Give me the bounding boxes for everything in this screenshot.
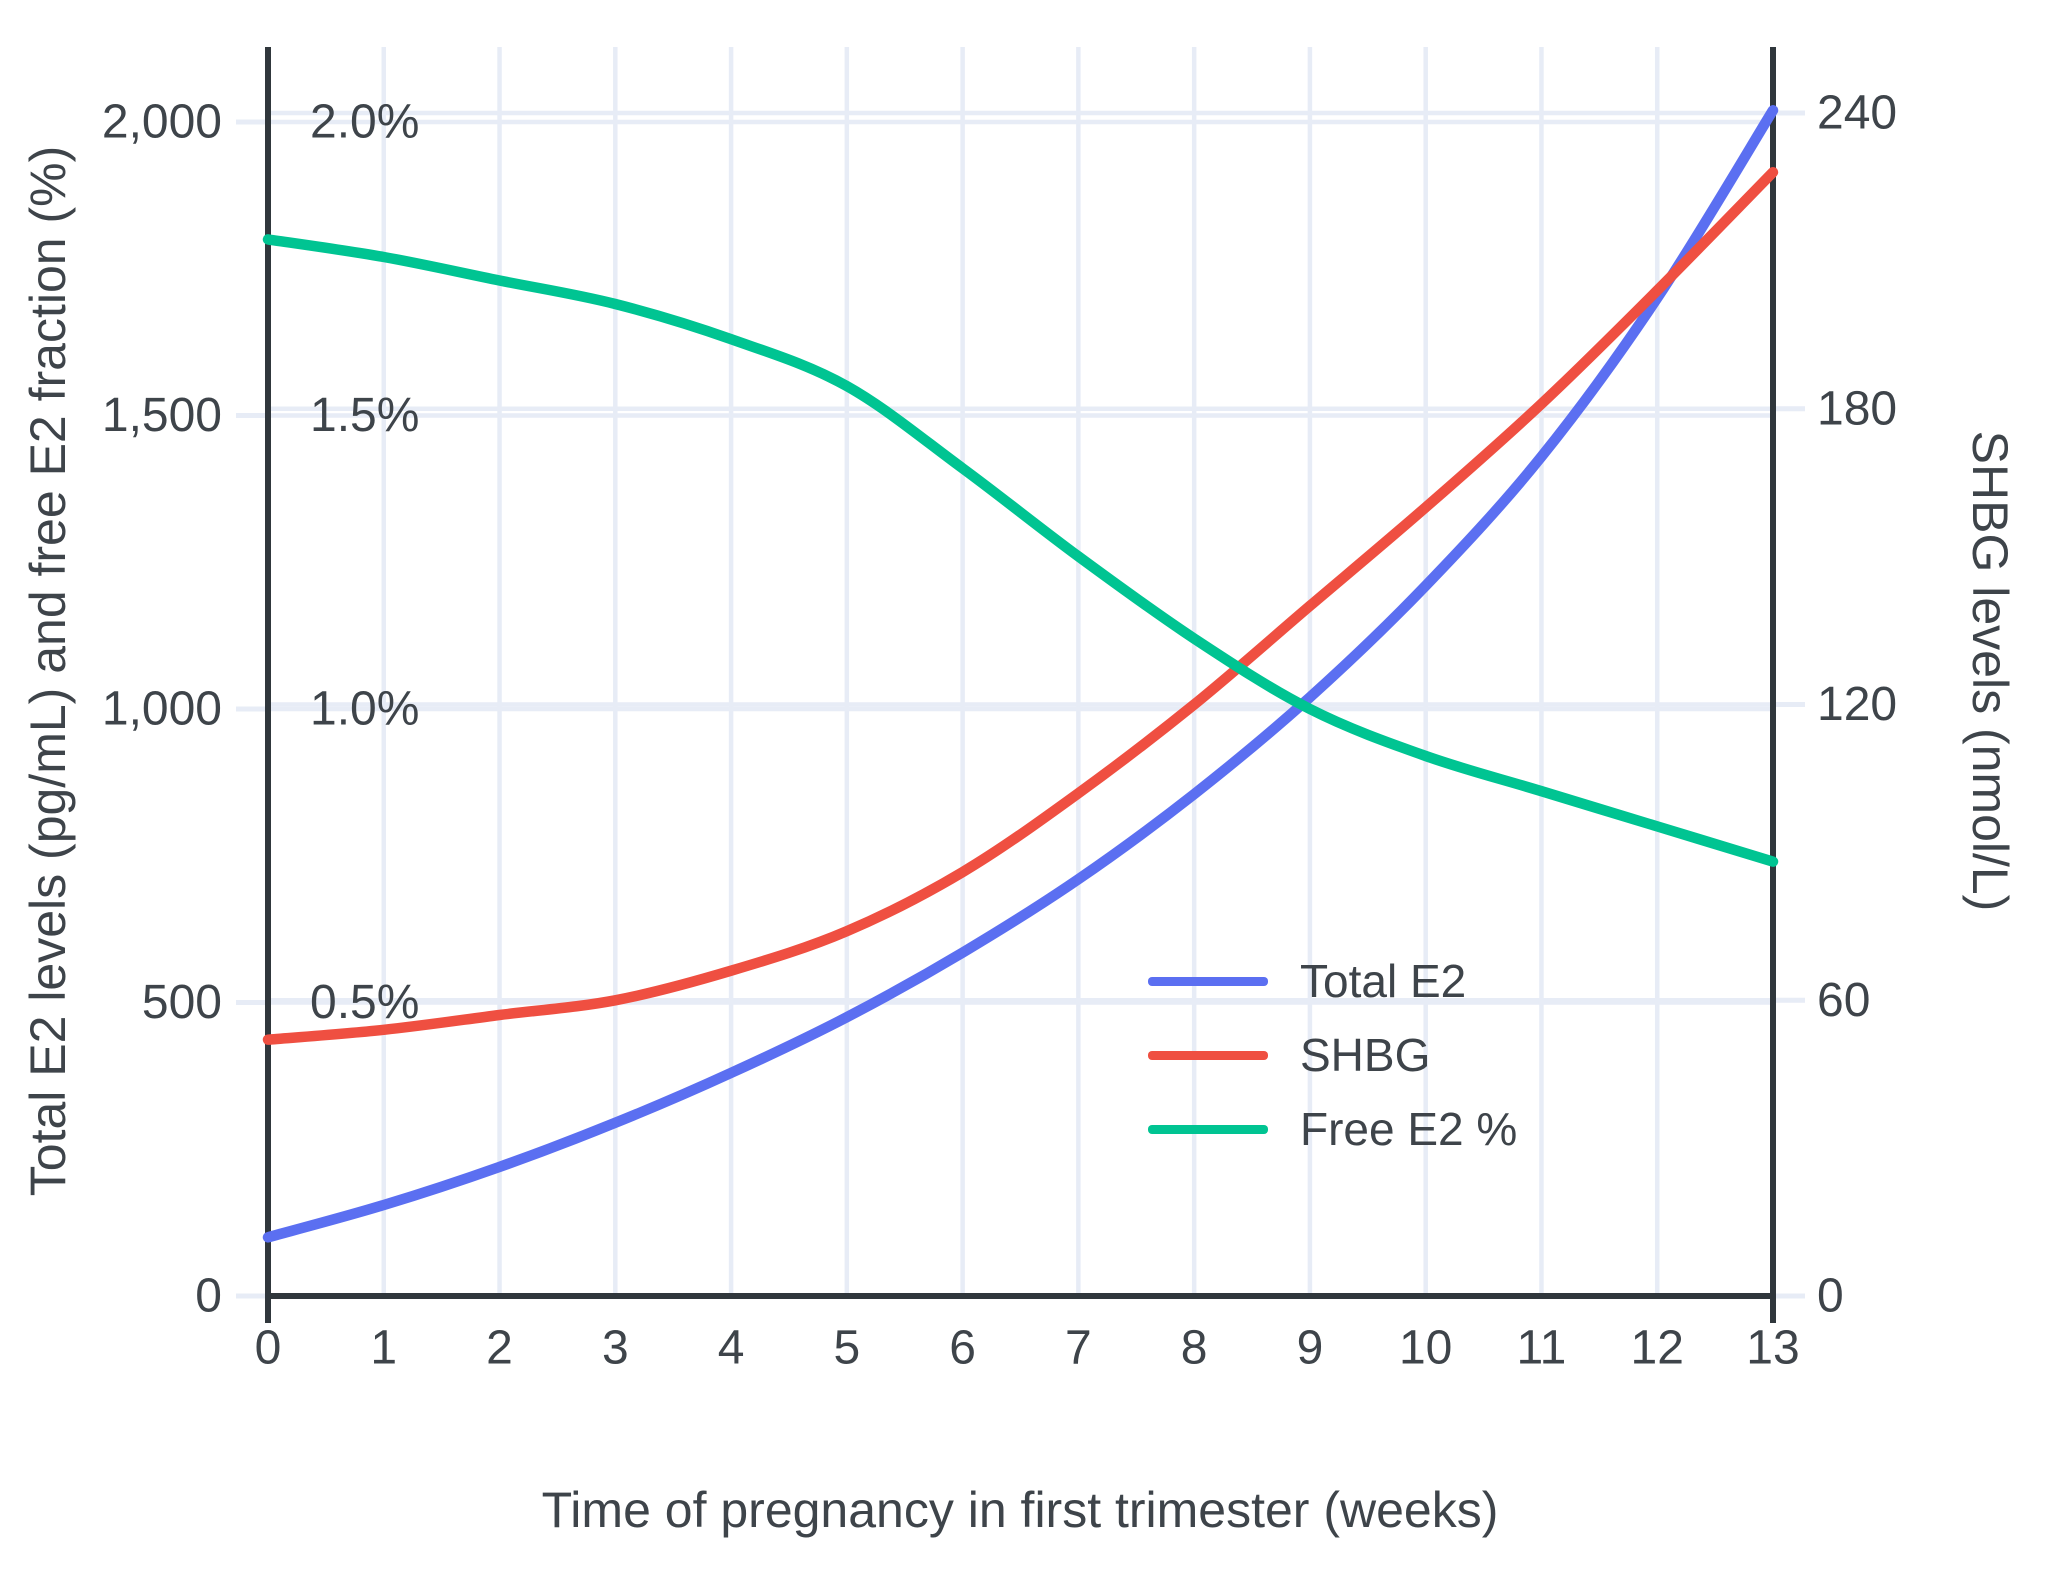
legend-item-shbg[interactable]: SHBG	[1148, 1018, 1517, 1092]
tick-label: 7	[1065, 1322, 1092, 1375]
tick-label: 1,500	[102, 389, 222, 442]
tick-label: 0	[1817, 1270, 1844, 1323]
tick-label: 0.5%	[310, 976, 419, 1029]
tick-label: 5	[833, 1322, 860, 1375]
legend-swatch-free-e2	[1148, 1124, 1268, 1134]
legend-swatch-total-e2	[1148, 976, 1268, 986]
tick-label: 10	[1399, 1322, 1452, 1375]
tick-label: 240	[1817, 87, 1897, 140]
percent-tick-labels: 0.5% 1.0% 1.5% 2.0%	[310, 96, 419, 1030]
y-axis-left-title: Total E2 levels (pg/mL) and free E2 frac…	[20, 145, 76, 1197]
tick-label: 3	[602, 1322, 629, 1375]
tick-label: 1.5%	[310, 389, 419, 442]
series-line-total-e2[interactable]	[262, 105, 1779, 1243]
tick-label: 1	[370, 1322, 397, 1375]
legend-label: Total E2	[1300, 955, 1467, 1007]
right-tick-labels: 0 60 120 180 240	[1817, 87, 1897, 1323]
tick-label: 11	[1517, 1322, 1567, 1375]
tick-label: 2	[486, 1322, 513, 1375]
x-axis-title: Time of pregnancy in first trimester (we…	[541, 1482, 1499, 1538]
axis-lines	[265, 47, 1776, 1323]
tick-marks	[236, 110, 1805, 1299]
tick-label: 120	[1817, 678, 1897, 731]
left-tick-labels: 0 500 1,000 1,500 2,000	[102, 96, 222, 1323]
tick-label: 180	[1817, 382, 1897, 435]
tick-label: 0	[195, 1270, 222, 1323]
y-axis-right-title: SHBG levels (nmol/L)	[1962, 430, 2018, 912]
tick-label: 1.0%	[310, 683, 419, 736]
series-lines	[262, 105, 1779, 1243]
gridlines	[265, 47, 1776, 1296]
x-tick-labels: 0 1 2 3 4 5 6 7 8 9 10 11 12 13	[255, 1322, 1800, 1375]
tick-label: 2,000	[102, 96, 222, 149]
series-line-free-e2-[interactable]	[262, 234, 1779, 867]
tick-label: 9	[1297, 1322, 1324, 1375]
tick-label: 8	[1181, 1322, 1208, 1375]
tick-label: 1,000	[102, 683, 222, 736]
tick-label: 12	[1631, 1322, 1684, 1375]
legend-swatch-shbg	[1148, 1050, 1268, 1060]
series-line-shbg[interactable]	[262, 166, 1779, 1045]
legend-item-free-e2[interactable]: Free E2 %	[1148, 1092, 1517, 1166]
tick-label: 60	[1817, 974, 1870, 1027]
legend-label: SHBG	[1300, 1029, 1431, 1081]
tick-label: 0	[255, 1322, 282, 1375]
tick-label: 13	[1746, 1322, 1799, 1375]
tick-label: 500	[142, 976, 222, 1029]
legend-label: Free E2 %	[1300, 1103, 1518, 1155]
tick-label: 2.0%	[310, 96, 419, 149]
tick-label: 6	[949, 1322, 976, 1375]
legend: Total E2 SHBG Free E2 %	[1148, 944, 1517, 1166]
tick-label: 4	[718, 1322, 745, 1375]
legend-item-total-e2[interactable]: Total E2	[1148, 944, 1517, 1018]
